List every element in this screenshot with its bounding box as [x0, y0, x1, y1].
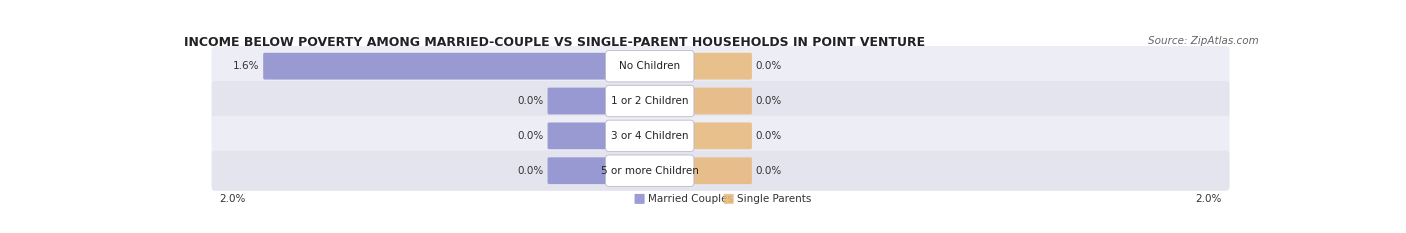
FancyBboxPatch shape: [724, 194, 734, 204]
Text: 0.0%: 0.0%: [756, 96, 782, 106]
FancyBboxPatch shape: [634, 194, 644, 204]
FancyBboxPatch shape: [689, 53, 752, 79]
Text: 5 or more Children: 5 or more Children: [600, 166, 699, 176]
Text: 1 or 2 Children: 1 or 2 Children: [612, 96, 689, 106]
Text: 3 or 4 Children: 3 or 4 Children: [612, 131, 689, 141]
Text: INCOME BELOW POVERTY AMONG MARRIED-COUPLE VS SINGLE-PARENT HOUSEHOLDS IN POINT V: INCOME BELOW POVERTY AMONG MARRIED-COUPL…: [184, 36, 925, 49]
Text: Married Couples: Married Couples: [648, 194, 733, 204]
FancyBboxPatch shape: [211, 151, 1230, 191]
FancyBboxPatch shape: [606, 155, 695, 186]
Text: 0.0%: 0.0%: [517, 166, 544, 176]
Text: 0.0%: 0.0%: [517, 96, 544, 106]
FancyBboxPatch shape: [689, 157, 752, 184]
FancyBboxPatch shape: [689, 88, 752, 114]
Text: 0.0%: 0.0%: [517, 131, 544, 141]
Text: 2.0%: 2.0%: [1195, 194, 1222, 204]
FancyBboxPatch shape: [689, 123, 752, 149]
Text: 2.0%: 2.0%: [219, 194, 246, 204]
FancyBboxPatch shape: [211, 81, 1230, 121]
FancyBboxPatch shape: [211, 46, 1230, 86]
FancyBboxPatch shape: [606, 85, 695, 117]
FancyBboxPatch shape: [547, 88, 610, 114]
Text: Source: ZipAtlas.com: Source: ZipAtlas.com: [1149, 36, 1260, 46]
Text: Single Parents: Single Parents: [737, 194, 811, 204]
FancyBboxPatch shape: [606, 51, 695, 82]
Text: 1.6%: 1.6%: [233, 61, 259, 71]
FancyBboxPatch shape: [547, 157, 610, 184]
Text: 0.0%: 0.0%: [756, 131, 782, 141]
FancyBboxPatch shape: [547, 123, 610, 149]
FancyBboxPatch shape: [263, 53, 610, 79]
Text: 0.0%: 0.0%: [756, 166, 782, 176]
FancyBboxPatch shape: [606, 120, 695, 151]
FancyBboxPatch shape: [211, 116, 1230, 156]
Text: No Children: No Children: [619, 61, 681, 71]
Text: 0.0%: 0.0%: [756, 61, 782, 71]
